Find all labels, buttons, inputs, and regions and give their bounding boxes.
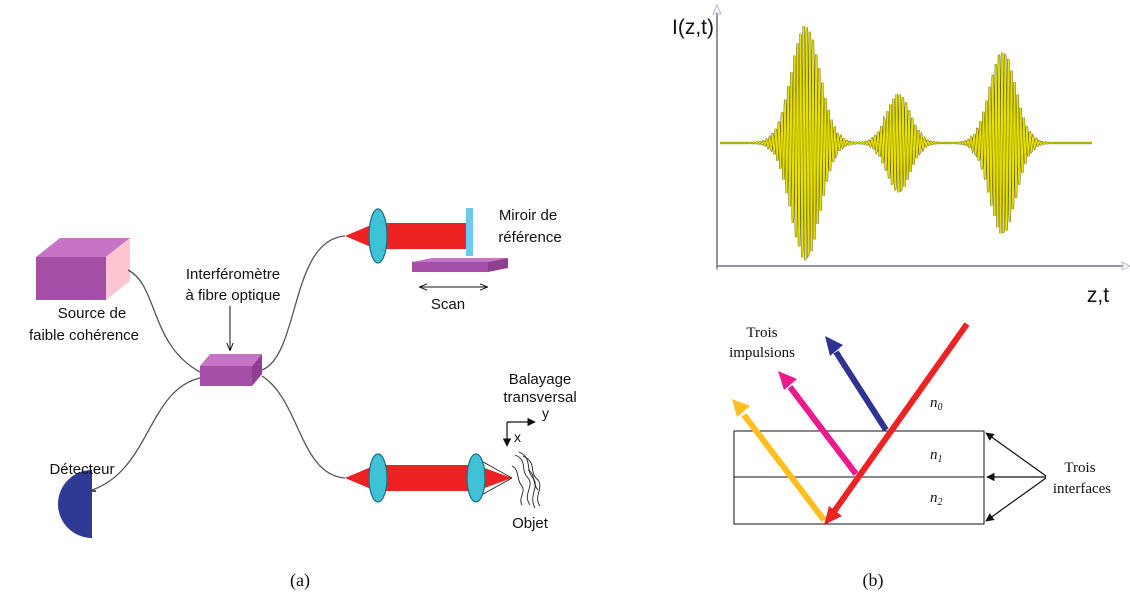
signal-shadow (720, 25, 1092, 261)
interfaces-label-line1: Trois (1064, 460, 1095, 476)
interferometer-label-line1: Interféromètre (186, 266, 280, 283)
scan-stage-front (412, 262, 488, 272)
fiber-coupler (200, 354, 262, 386)
signal-ylabel: I(z,t) (672, 16, 714, 39)
sample-arm (345, 453, 513, 503)
reference-lens (368, 208, 388, 264)
reference-mirror (466, 208, 473, 256)
panel-a: Source de faible cohérence Interféromètr… (29, 207, 577, 591)
scan-stage-top (412, 258, 508, 262)
panel-b: I(z,t) z,t n1 n2 n0 Trois impulsions (672, 3, 1130, 591)
object-sketch (511, 451, 541, 509)
incident-beam (830, 322, 970, 515)
detector-label: Détecteur (49, 461, 114, 478)
n1-label: n1 (930, 447, 943, 465)
pulse-yellow (741, 413, 827, 522)
caption-b: (b) (863, 570, 884, 591)
scan-label: Scan (431, 296, 465, 313)
reference-arm (345, 208, 508, 272)
transverse-label-line2: transversal (503, 389, 576, 406)
object-label: Objet (512, 515, 549, 532)
signal-trace (720, 25, 1092, 261)
pulse-magenta (787, 385, 859, 476)
optical-fibers (91, 235, 346, 491)
detector (58, 470, 92, 538)
sample-lens-1 (368, 453, 388, 503)
n0-label: n0 (930, 395, 943, 413)
source-label-line2: faible cohérence (29, 327, 139, 344)
reflected-pulses (732, 322, 970, 525)
pulse-navy (833, 350, 889, 432)
axis-x-label: x (514, 429, 521, 445)
light-source-box (36, 238, 130, 300)
interfaces-label-line2: interfaces (1053, 481, 1111, 497)
signal-xlabel: z,t (1087, 284, 1109, 307)
mirror-label-line2: référence (498, 229, 561, 246)
n2-label: n2 (930, 490, 943, 508)
caption-a: (a) (290, 570, 310, 591)
sample-beam (378, 465, 476, 491)
sample-lens-2 (466, 453, 486, 503)
interferometer-label-line2: à fibre optique (185, 287, 280, 304)
source-label-line1: Source de (58, 305, 126, 322)
axis-y-label: y (542, 405, 549, 421)
pulses-label-line1: Trois (746, 325, 777, 341)
scan-stage-side (488, 258, 508, 272)
transverse-label-line1: Balayage (509, 371, 572, 388)
pulses-label-line2: impulsions (729, 345, 795, 361)
mirror-label-line1: Miroir de (499, 207, 557, 224)
interferometric-signal (720, 25, 1092, 261)
signal-plot (712, 3, 1130, 271)
reference-beam (378, 223, 466, 249)
interface-arrows (985, 432, 1047, 522)
